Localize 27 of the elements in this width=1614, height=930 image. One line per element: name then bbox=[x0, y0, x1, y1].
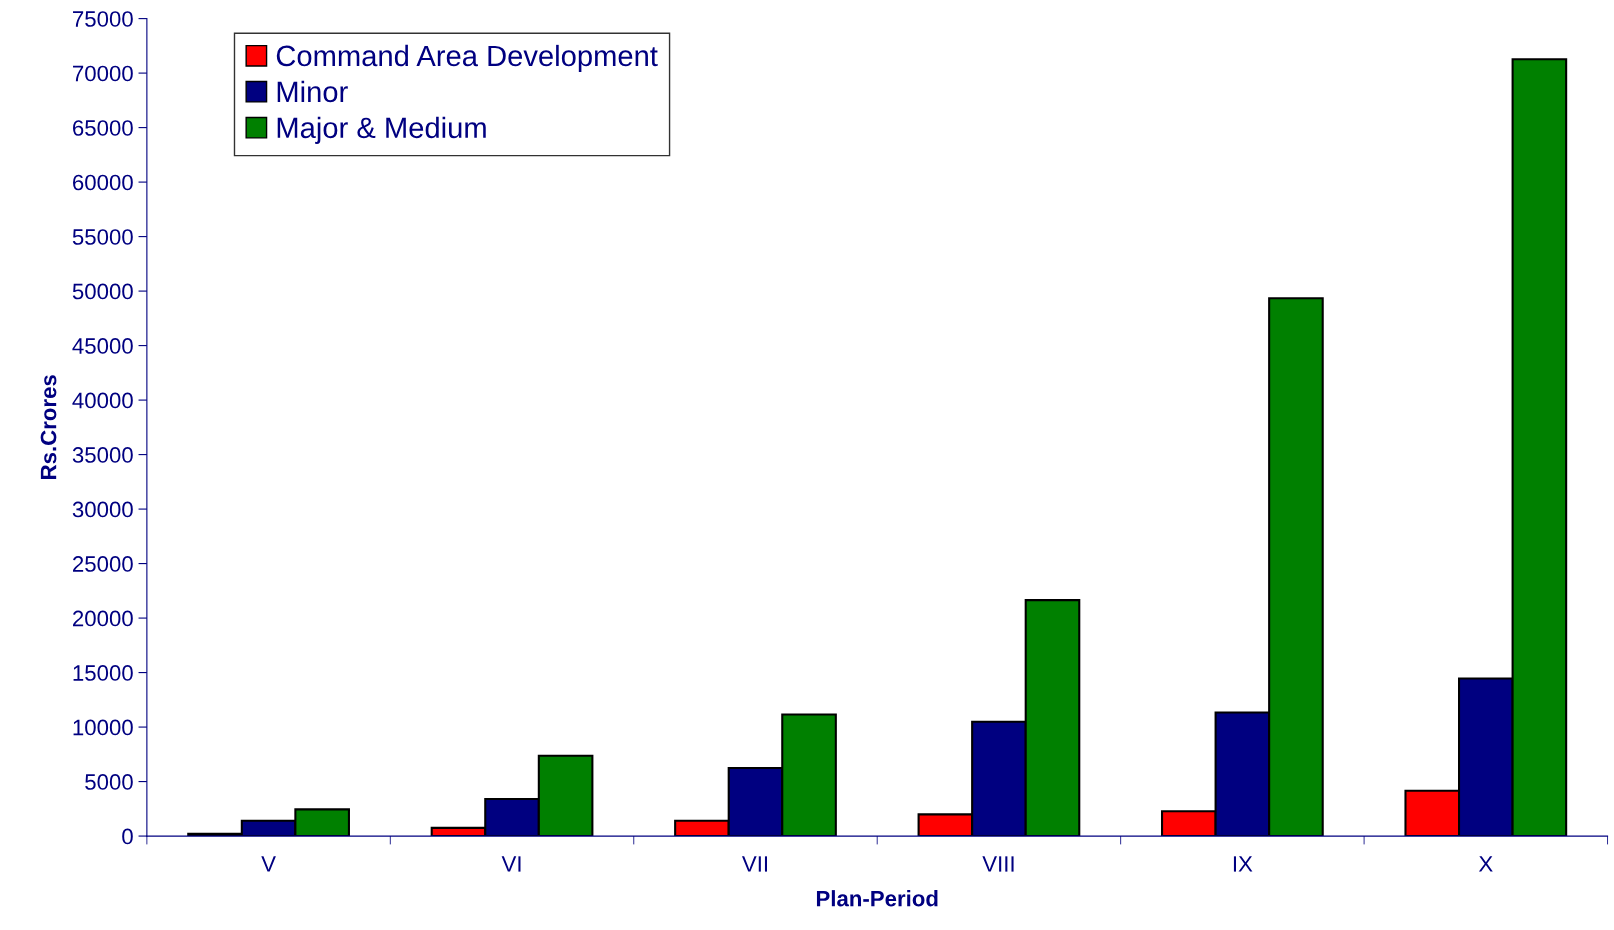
y-tick-label: 45000 bbox=[72, 338, 133, 354]
y-tick-label: 10000 bbox=[73, 719, 133, 736]
legend-label: Major & Medium bbox=[277, 116, 486, 144]
y-tick-label: 65000 bbox=[73, 120, 133, 136]
y-tick-label: 30000 bbox=[72, 501, 133, 518]
y-tick-label: 0 bbox=[122, 828, 133, 845]
y-tick-label: 75000 bbox=[73, 11, 133, 27]
y-tick-label: 40000 bbox=[72, 392, 133, 409]
legend-label: Minor bbox=[277, 80, 348, 103]
y-tick-label: 15000 bbox=[73, 665, 133, 681]
x-tick-label: V bbox=[261, 856, 276, 872]
y-tick-label: 25000 bbox=[73, 556, 133, 572]
y-axis-title: Rs.Crores bbox=[40, 375, 57, 479]
x-tick-label: VII bbox=[742, 856, 768, 872]
y-tick-label: 60000 bbox=[73, 174, 133, 191]
y-tick-label: 35000 bbox=[72, 447, 133, 463]
y-tick-label: 20000 bbox=[73, 610, 133, 627]
y-tick-label: 5000 bbox=[85, 774, 133, 790]
y-tick-label: 70000 bbox=[73, 65, 133, 82]
y-tick-label: 55000 bbox=[72, 229, 133, 245]
legend-label: Command Area Development bbox=[276, 44, 658, 73]
x-axis-title: Plan-Period bbox=[816, 890, 938, 907]
y-tick-label: 50000 bbox=[72, 283, 133, 300]
x-tick-label: VIII bbox=[982, 856, 1014, 872]
x-tick-label: X bbox=[1478, 856, 1493, 872]
x-tick-label: VI bbox=[501, 856, 521, 872]
x-tick-label: IX bbox=[1233, 856, 1253, 872]
